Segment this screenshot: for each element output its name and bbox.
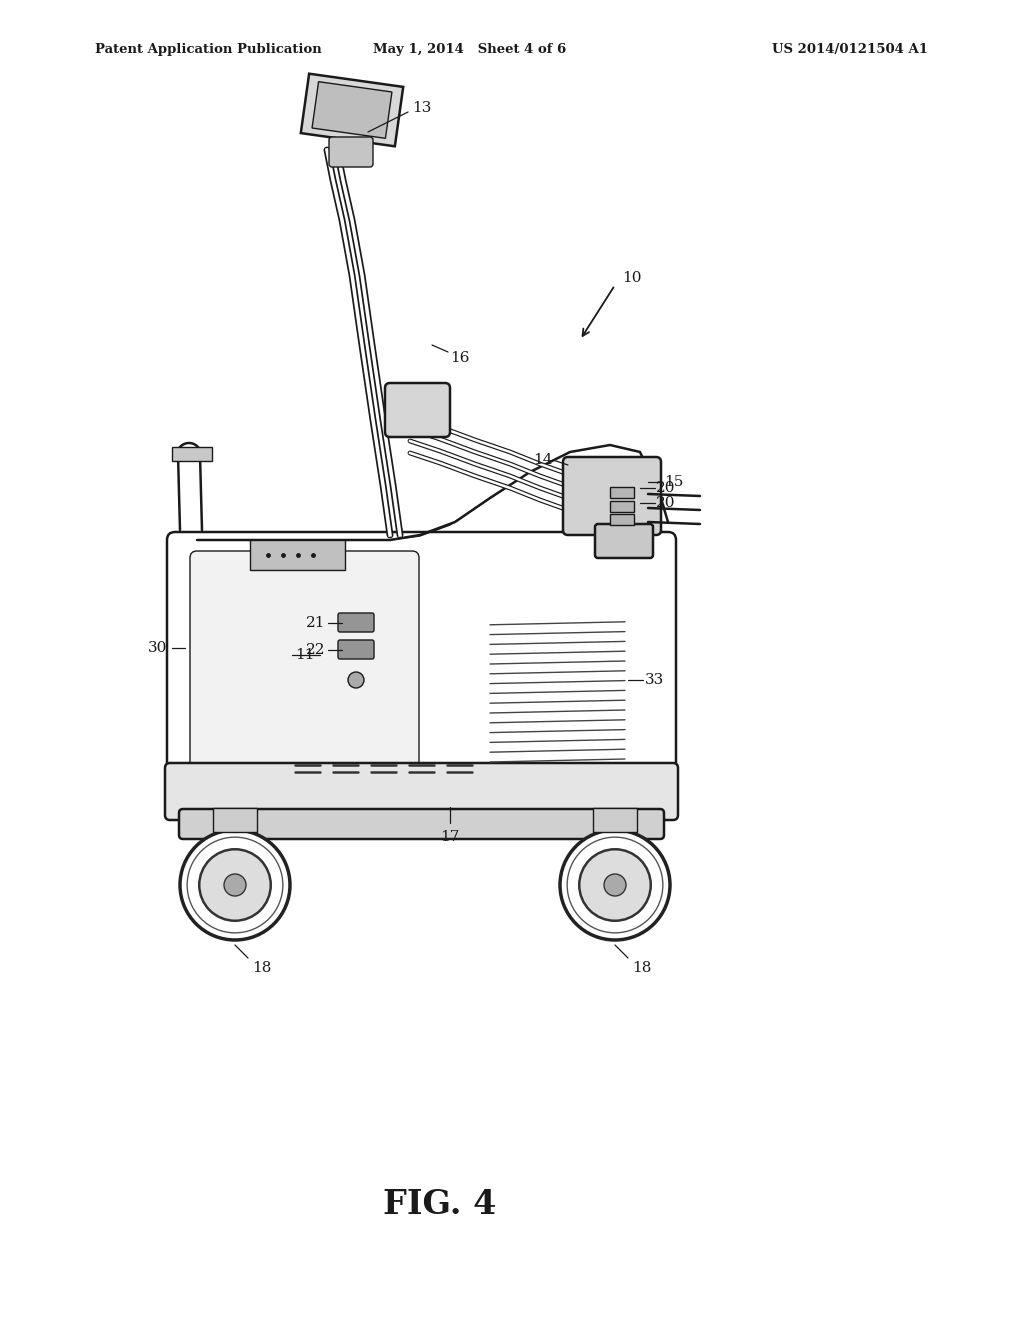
Bar (610, 487, 634, 498)
Circle shape (200, 849, 270, 921)
Text: 30: 30 (148, 642, 168, 655)
Circle shape (224, 874, 246, 896)
Bar (610, 513, 634, 525)
FancyBboxPatch shape (563, 457, 662, 535)
Circle shape (604, 874, 626, 896)
Polygon shape (312, 82, 392, 139)
Circle shape (567, 837, 663, 933)
Text: May 1, 2014   Sheet 4 of 6: May 1, 2014 Sheet 4 of 6 (374, 44, 566, 57)
Text: 11: 11 (295, 648, 314, 663)
FancyBboxPatch shape (338, 612, 374, 632)
FancyBboxPatch shape (179, 809, 664, 840)
Text: 14: 14 (534, 453, 553, 467)
Bar (593, 808, 637, 832)
Text: 18: 18 (252, 961, 271, 975)
Text: 20: 20 (656, 480, 676, 495)
Circle shape (187, 837, 283, 933)
Text: 18: 18 (632, 961, 651, 975)
Bar (250, 540, 345, 570)
Text: 10: 10 (623, 271, 642, 285)
Text: 20: 20 (656, 496, 676, 510)
FancyBboxPatch shape (338, 640, 374, 659)
Circle shape (180, 830, 290, 940)
Text: FIG. 4: FIG. 4 (383, 1188, 497, 1221)
Circle shape (580, 849, 650, 921)
FancyBboxPatch shape (190, 550, 419, 770)
FancyBboxPatch shape (167, 532, 676, 788)
Bar (213, 808, 257, 832)
Text: 13: 13 (413, 102, 432, 115)
Text: 15: 15 (665, 475, 684, 488)
Text: 22: 22 (306, 643, 326, 657)
Text: US 2014/0121504 A1: US 2014/0121504 A1 (772, 44, 928, 57)
Text: Patent Application Publication: Patent Application Publication (95, 44, 322, 57)
Text: 33: 33 (645, 673, 665, 686)
FancyBboxPatch shape (595, 524, 653, 558)
Bar (610, 502, 634, 512)
Text: 21: 21 (306, 616, 326, 630)
FancyBboxPatch shape (385, 383, 450, 437)
Polygon shape (301, 74, 403, 147)
FancyBboxPatch shape (329, 137, 373, 168)
Circle shape (348, 672, 364, 688)
FancyBboxPatch shape (165, 763, 678, 820)
Bar (172, 447, 212, 461)
Circle shape (560, 830, 670, 940)
Text: 16: 16 (451, 351, 470, 366)
Text: 17: 17 (440, 830, 460, 843)
